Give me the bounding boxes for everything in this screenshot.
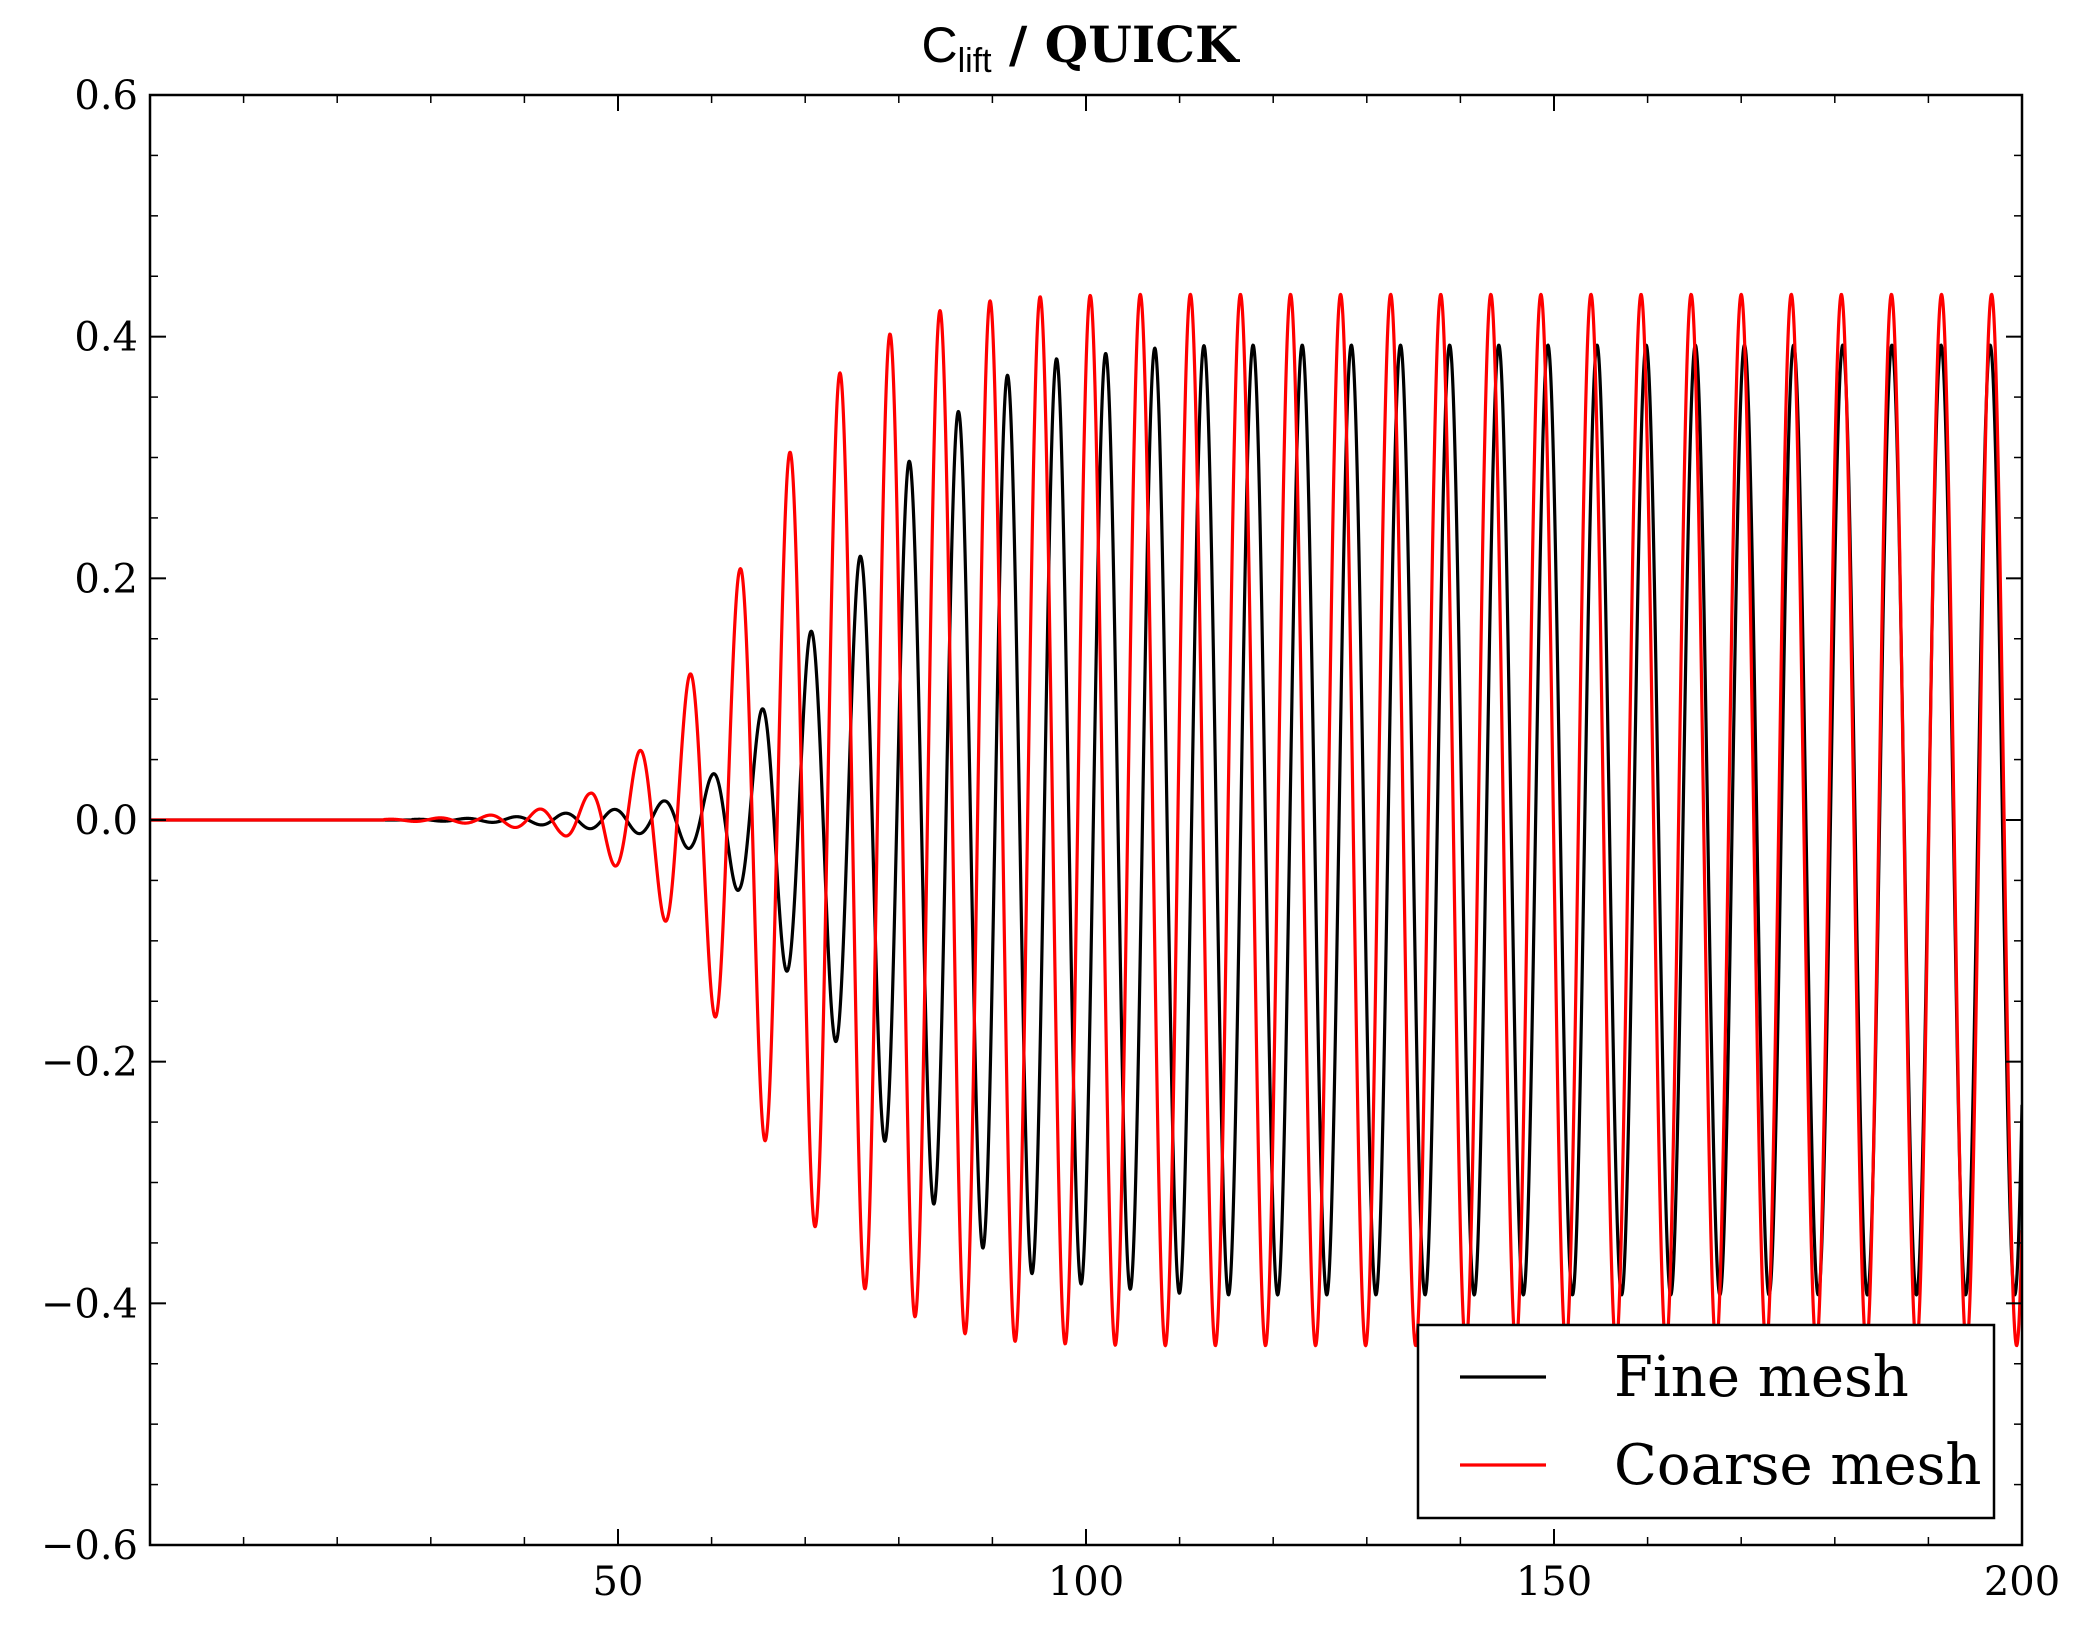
x-tick-label: 100 (1048, 1559, 1124, 1605)
legend-label: Coarse mesh (1614, 1433, 1981, 1498)
chart-title: Clift / QUICK (922, 15, 1241, 80)
y-tick-label: −0.4 (41, 1281, 138, 1327)
ticks: 50 100 150 200 −0.6 −0.4 −0.2 0.0 0.2 0.4 0.6 (41, 73, 2060, 1605)
legend: Fine mesh Coarse mesh (1416, 1323, 1996, 1520)
y-tick-label: 0.6 (74, 73, 138, 119)
chart-title-subscript: lift (958, 42, 993, 80)
series-line-coarse-mesh (150, 292, 2022, 1348)
y-tick-label: 0.2 (74, 556, 138, 602)
legend-box (1416, 1323, 1996, 1520)
series-line-fine-mesh (150, 343, 2022, 1297)
y-tick-label: −0.6 (41, 1523, 138, 1569)
series-group (150, 292, 2022, 1348)
y-tick-label: −0.2 (41, 1040, 138, 1086)
x-tick-label: 150 (1516, 1559, 1592, 1605)
chart-title-suffix: / QUICK (992, 15, 1240, 74)
plot-area: 50 100 150 200 −0.6 −0.4 −0.2 0.0 0.2 0.4 0.6 Fine … (41, 73, 2060, 1605)
legend-label: Fine mesh (1614, 1345, 1909, 1410)
chart-title-main: C (922, 17, 958, 73)
y-tick-label: 0.0 (74, 798, 138, 844)
x-tick-label: 200 (1984, 1559, 2060, 1605)
y-tick-label: 0.4 (74, 315, 138, 361)
x-tick-label: 50 (593, 1559, 644, 1605)
